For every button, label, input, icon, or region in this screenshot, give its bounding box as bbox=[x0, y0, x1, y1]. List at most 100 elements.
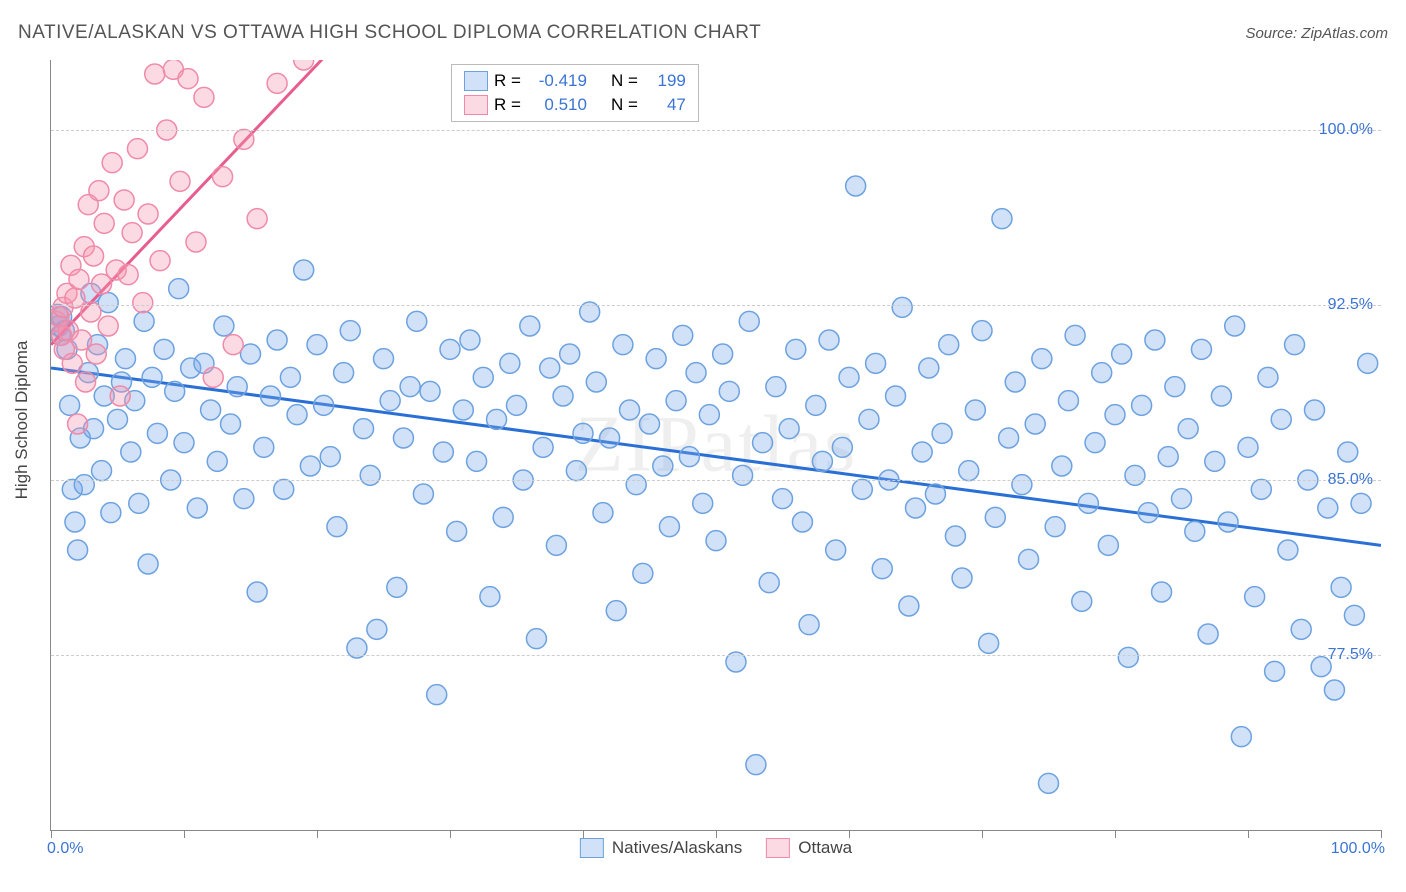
data-point bbox=[138, 204, 158, 224]
x-tick bbox=[849, 830, 850, 838]
x-tick bbox=[583, 830, 584, 838]
data-point bbox=[1039, 773, 1059, 793]
data-point bbox=[786, 339, 806, 359]
legend-swatch bbox=[464, 95, 488, 115]
data-point bbox=[86, 344, 106, 364]
data-point bbox=[719, 381, 739, 401]
legend-n-label: N = bbox=[611, 95, 638, 115]
y-tick-label: 100.0% bbox=[1319, 121, 1373, 139]
data-point bbox=[493, 507, 513, 527]
data-point bbox=[134, 311, 154, 331]
data-point bbox=[207, 451, 227, 471]
data-point bbox=[753, 433, 773, 453]
data-point bbox=[620, 400, 640, 420]
data-point bbox=[999, 428, 1019, 448]
data-point bbox=[413, 484, 433, 504]
data-point bbox=[1285, 335, 1305, 355]
data-point bbox=[320, 447, 340, 467]
data-point bbox=[1318, 498, 1338, 518]
data-point bbox=[221, 414, 241, 434]
data-point bbox=[832, 437, 852, 457]
data-point bbox=[560, 344, 580, 364]
data-point bbox=[203, 367, 223, 387]
legend-series-item: Ottawa bbox=[766, 838, 852, 858]
data-point bbox=[1098, 535, 1118, 555]
data-point bbox=[1338, 442, 1358, 462]
data-point bbox=[129, 493, 149, 513]
data-point bbox=[992, 209, 1012, 229]
data-point bbox=[201, 400, 221, 420]
data-point bbox=[819, 330, 839, 350]
x-tick bbox=[1381, 830, 1382, 838]
data-point bbox=[1344, 605, 1364, 625]
data-point bbox=[626, 475, 646, 495]
data-point bbox=[566, 461, 586, 481]
data-point bbox=[766, 377, 786, 397]
data-point bbox=[713, 344, 733, 364]
data-point bbox=[1158, 447, 1178, 467]
gridline bbox=[51, 305, 1381, 306]
data-point bbox=[227, 377, 247, 397]
data-point bbox=[122, 223, 142, 243]
data-point bbox=[393, 428, 413, 448]
gridline bbox=[51, 655, 1381, 656]
data-point bbox=[247, 582, 267, 602]
data-point bbox=[1351, 493, 1371, 513]
data-point bbox=[154, 339, 174, 359]
legend-correlation: R = -0.419 N = 199 R = 0.510 N = 47 bbox=[451, 64, 699, 122]
data-point bbox=[169, 279, 189, 299]
data-point bbox=[1211, 386, 1231, 406]
data-point bbox=[102, 153, 122, 173]
x-tick bbox=[184, 830, 185, 838]
data-point bbox=[467, 451, 487, 471]
x-tick bbox=[716, 830, 717, 838]
legend-series-label: Ottawa bbox=[798, 838, 852, 858]
data-point bbox=[300, 456, 320, 476]
data-point bbox=[145, 64, 165, 84]
data-point bbox=[440, 339, 460, 359]
data-point bbox=[98, 316, 118, 336]
data-point bbox=[133, 293, 153, 313]
data-point bbox=[327, 517, 347, 537]
data-point bbox=[706, 531, 726, 551]
data-point bbox=[1072, 591, 1092, 611]
data-point bbox=[613, 335, 633, 355]
data-point bbox=[1265, 661, 1285, 681]
data-point bbox=[792, 512, 812, 532]
data-point bbox=[374, 349, 394, 369]
data-point bbox=[1132, 395, 1152, 415]
data-point bbox=[533, 437, 553, 457]
data-point bbox=[234, 489, 254, 509]
data-point bbox=[886, 386, 906, 406]
legend-swatch bbox=[464, 71, 488, 91]
data-point bbox=[307, 335, 327, 355]
data-point bbox=[118, 265, 138, 285]
data-point bbox=[739, 311, 759, 331]
data-point bbox=[1092, 363, 1112, 383]
data-point bbox=[84, 246, 104, 266]
data-point bbox=[633, 563, 653, 583]
data-point bbox=[121, 442, 141, 462]
data-point bbox=[1118, 647, 1138, 667]
data-point bbox=[267, 73, 287, 93]
data-point bbox=[294, 260, 314, 280]
data-point bbox=[1324, 680, 1344, 700]
data-point bbox=[952, 568, 972, 588]
legend-n-value: 199 bbox=[644, 71, 686, 91]
data-point bbox=[925, 484, 945, 504]
data-point bbox=[267, 330, 287, 350]
data-point bbox=[932, 423, 952, 443]
data-point bbox=[380, 391, 400, 411]
data-point bbox=[1178, 419, 1198, 439]
data-point bbox=[852, 479, 872, 499]
data-point bbox=[866, 353, 886, 373]
data-point bbox=[74, 475, 94, 495]
data-point bbox=[606, 601, 626, 621]
data-point bbox=[520, 316, 540, 336]
data-point bbox=[1172, 489, 1192, 509]
data-point bbox=[526, 629, 546, 649]
data-point bbox=[985, 507, 1005, 527]
data-point bbox=[354, 419, 374, 439]
data-point bbox=[1032, 349, 1052, 369]
x-tick bbox=[51, 830, 52, 838]
